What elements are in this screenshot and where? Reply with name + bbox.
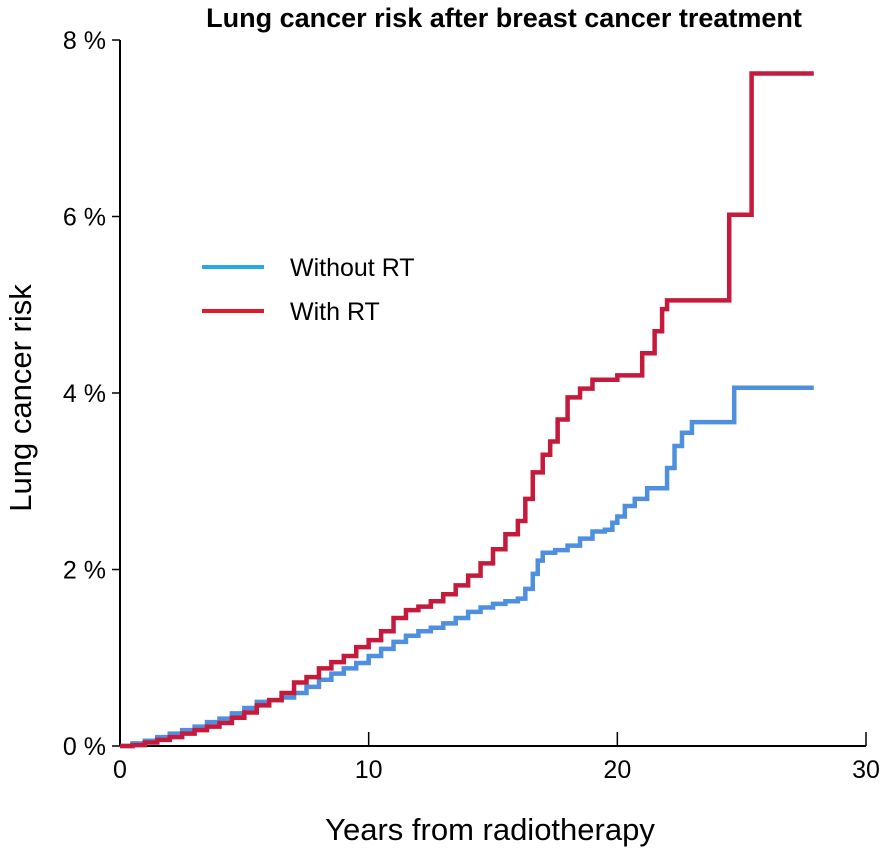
series-line-with-rt xyxy=(120,71,814,749)
x-axis: 0 10 20 30 xyxy=(113,732,880,784)
x-axis-label: Years from radiotherapy xyxy=(325,812,655,847)
series-layer xyxy=(120,71,814,749)
x-tick-label: 0 xyxy=(113,756,127,784)
x-tick-label: 20 xyxy=(603,756,631,784)
chart-title: Lung cancer risk after breast cancer tre… xyxy=(206,3,802,33)
legend: Without RT With RT xyxy=(202,254,415,326)
y-tick-label: 2 % xyxy=(63,557,106,585)
y-tick-label: 4 % xyxy=(63,380,106,408)
legend-label-without-rt: Without RT xyxy=(290,254,415,282)
y-tick-label: 6 % xyxy=(63,204,106,232)
y-axis: 0 % 2 % 4 % 6 % 8 % xyxy=(63,27,121,761)
legend-label-with-rt: With RT xyxy=(290,298,380,326)
x-tick-label: 10 xyxy=(355,756,383,784)
series-line-without-rt xyxy=(120,385,814,749)
y-axis-label: Lung cancer risk xyxy=(3,284,38,512)
x-tick-label: 30 xyxy=(852,756,880,784)
y-tick-label: 0 % xyxy=(63,733,106,761)
y-tick-label: 8 % xyxy=(63,27,106,55)
